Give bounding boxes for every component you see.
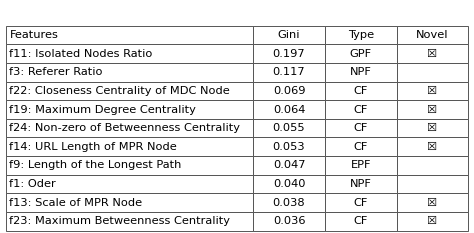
Bar — [325, 193, 397, 212]
Bar — [325, 137, 397, 156]
Text: 0.055: 0.055 — [273, 123, 305, 133]
Text: NPF: NPF — [350, 179, 372, 189]
Text: 0.069: 0.069 — [273, 86, 305, 96]
Bar — [253, 26, 325, 44]
Bar — [397, 137, 468, 156]
Bar — [397, 100, 468, 119]
Text: f3: Referer Ratio: f3: Referer Ratio — [9, 67, 103, 77]
Text: Features: Features — [9, 30, 58, 40]
Text: 0.036: 0.036 — [273, 216, 305, 226]
Bar — [253, 156, 325, 175]
Bar — [325, 119, 397, 137]
Bar — [253, 100, 325, 119]
Bar — [397, 156, 468, 175]
Text: CF: CF — [354, 216, 368, 226]
Bar — [6, 137, 253, 156]
Text: f23: Maximum Betweenness Centrality: f23: Maximum Betweenness Centrality — [9, 216, 230, 226]
Bar — [397, 119, 468, 137]
Bar — [397, 193, 468, 212]
Text: Novel: Novel — [416, 30, 449, 40]
Bar — [325, 156, 397, 175]
Text: CF: CF — [354, 123, 368, 133]
Text: ☒: ☒ — [428, 49, 438, 58]
Text: f13: Scale of MPR Node: f13: Scale of MPR Node — [9, 198, 143, 208]
Bar — [325, 63, 397, 82]
Text: ☒: ☒ — [428, 123, 438, 133]
Bar — [6, 193, 253, 212]
Text: CF: CF — [354, 105, 368, 114]
Bar — [325, 82, 397, 100]
Bar — [397, 63, 468, 82]
Bar — [253, 212, 325, 231]
Text: f9: Length of the Longest Path: f9: Length of the Longest Path — [9, 161, 182, 170]
Text: f19: Maximum Degree Centrality: f19: Maximum Degree Centrality — [9, 105, 196, 114]
Text: f11: Isolated Nodes Ratio: f11: Isolated Nodes Ratio — [9, 49, 153, 58]
Bar — [397, 26, 468, 44]
Text: 0.117: 0.117 — [273, 67, 305, 77]
Bar — [6, 82, 253, 100]
Bar — [253, 119, 325, 137]
Text: 0.040: 0.040 — [273, 179, 305, 189]
Bar — [6, 212, 253, 231]
Bar — [6, 44, 253, 63]
Text: EPF: EPF — [350, 161, 371, 170]
Bar — [253, 175, 325, 193]
Text: Type: Type — [348, 30, 374, 40]
Bar — [253, 63, 325, 82]
Bar — [6, 63, 253, 82]
Bar — [397, 212, 468, 231]
Bar — [253, 137, 325, 156]
Bar — [253, 44, 325, 63]
Text: ☒: ☒ — [428, 216, 438, 226]
Text: CF: CF — [354, 86, 368, 96]
Text: ☒: ☒ — [428, 198, 438, 208]
Bar — [397, 175, 468, 193]
Text: 0.053: 0.053 — [273, 142, 305, 152]
Bar — [6, 100, 253, 119]
Bar — [253, 82, 325, 100]
Bar — [6, 26, 253, 44]
Text: f24: Non-zero of Betweenness Centrality: f24: Non-zero of Betweenness Centrality — [9, 123, 240, 133]
Text: 0.064: 0.064 — [273, 105, 305, 114]
Bar — [6, 156, 253, 175]
Text: 0.197: 0.197 — [273, 49, 305, 58]
Text: GPF: GPF — [350, 49, 372, 58]
Text: f22: Closeness Centrality of MDC Node: f22: Closeness Centrality of MDC Node — [9, 86, 230, 96]
Bar — [325, 44, 397, 63]
Bar — [6, 175, 253, 193]
Text: CF: CF — [354, 198, 368, 208]
Bar — [253, 193, 325, 212]
Bar — [325, 175, 397, 193]
Bar — [397, 44, 468, 63]
Bar — [397, 82, 468, 100]
Bar — [325, 100, 397, 119]
Bar — [325, 26, 397, 44]
Text: ☒: ☒ — [428, 86, 438, 96]
Bar — [325, 212, 397, 231]
Text: ☒: ☒ — [428, 105, 438, 114]
Text: 0.047: 0.047 — [273, 161, 305, 170]
Text: 0.038: 0.038 — [273, 198, 305, 208]
Text: Gini: Gini — [278, 30, 301, 40]
Text: CF: CF — [354, 142, 368, 152]
Text: NPF: NPF — [350, 67, 372, 77]
Text: ☒: ☒ — [428, 142, 438, 152]
Text: f1: Oder: f1: Oder — [9, 179, 56, 189]
Bar — [6, 119, 253, 137]
Text: f14: URL Length of MPR Node: f14: URL Length of MPR Node — [9, 142, 177, 152]
